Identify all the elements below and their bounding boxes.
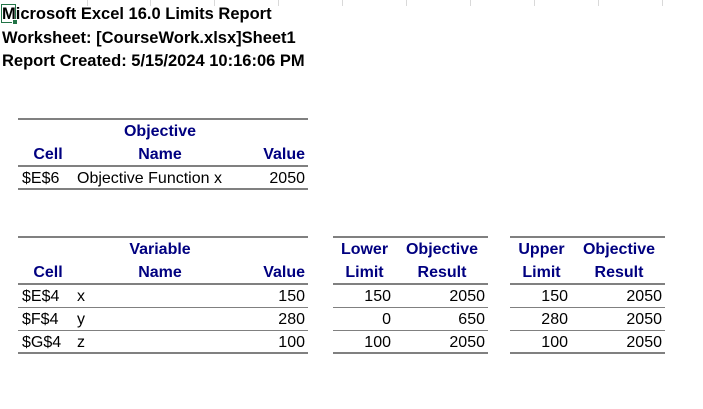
variable-row-value[interactable]: 100 <box>278 334 305 351</box>
variable-row-lower-limit[interactable]: 150 <box>364 288 391 305</box>
variable-row-name[interactable]: z <box>77 334 85 351</box>
row-divider <box>333 307 488 308</box>
variable-row-name[interactable]: x <box>77 288 85 305</box>
objective-row-value[interactable]: 2050 <box>269 170 305 187</box>
row-divider <box>333 330 488 331</box>
variable-row-cell[interactable]: $G$4 <box>22 334 62 351</box>
variable-name-header-top: Variable <box>129 241 191 258</box>
variable-name-header-bottom: Name <box>138 264 182 281</box>
objective-cell-header: Cell <box>33 146 63 163</box>
objective-name-header-top: Objective <box>123 123 197 140</box>
lower-limit-header-top: Lower <box>340 241 389 258</box>
worksheet-line: Worksheet: [CourseWork.xlsx]Sheet1 <box>2 29 296 47</box>
lower-section-header-rule <box>333 283 488 285</box>
upper-section-top-rule <box>510 236 665 238</box>
variable-row-cell[interactable]: $E$4 <box>22 288 60 305</box>
upper-limit-header-bottom: Limit <box>522 264 561 281</box>
objective-table-top-rule <box>18 118 308 120</box>
variable-value-header: Value <box>263 264 305 281</box>
report-title: Microsoft Excel 16.0 Limits Report <box>2 5 272 23</box>
objective-value-header: Value <box>263 146 305 163</box>
variable-row-lower-limit[interactable]: 100 <box>364 334 391 351</box>
variable-row-upper-limit[interactable]: 150 <box>541 288 568 305</box>
objective-name-header-bottom: Name <box>138 146 182 163</box>
objective-row-cell[interactable]: $E$6 <box>22 170 60 187</box>
variable-table-header-rule <box>18 283 308 285</box>
upper-section-header-rule <box>510 283 665 285</box>
lower-section-top-rule <box>333 236 488 238</box>
row-divider <box>510 307 665 308</box>
report-created-line: Report Created: 5/15/2024 10:16:06 PM <box>2 52 305 70</box>
upper-limit-header-top: Upper <box>518 241 565 258</box>
variable-row-lower-result[interactable]: 650 <box>458 311 485 328</box>
row-divider <box>18 307 308 308</box>
objective-table-header-rule <box>18 165 308 167</box>
variable-row-lower-result[interactable]: 2050 <box>449 288 485 305</box>
variable-row-lower-limit[interactable]: 0 <box>382 311 391 328</box>
column-gridlines <box>0 0 703 6</box>
lower-limit-header-bottom: Limit <box>345 264 384 281</box>
variable-cell-header: Cell <box>33 264 63 281</box>
upper-section-bottom-rule <box>510 352 665 354</box>
variable-row-upper-limit[interactable]: 280 <box>541 311 568 328</box>
lower-section-bottom-rule <box>333 352 488 354</box>
objective-row-name[interactable]: Objective Function x <box>77 170 222 187</box>
fill-handle[interactable] <box>12 19 18 25</box>
active-cell-cursor[interactable] <box>1 4 18 25</box>
row-divider <box>18 330 308 331</box>
variable-table-bottom-rule <box>18 352 308 354</box>
variable-row-upper-result[interactable]: 2050 <box>626 311 662 328</box>
variable-row-name[interactable]: y <box>77 311 85 328</box>
upper-objective-header-top: Objective <box>582 241 656 258</box>
variable-row-upper-limit[interactable]: 100 <box>541 334 568 351</box>
variable-row-value[interactable]: 280 <box>278 311 305 328</box>
lower-objective-header-bottom: Result <box>417 264 467 281</box>
variable-table-top-rule <box>18 236 308 238</box>
variable-row-lower-result[interactable]: 2050 <box>449 334 485 351</box>
lower-objective-header-top: Objective <box>405 241 479 258</box>
variable-row-value[interactable]: 150 <box>278 288 305 305</box>
selected-cell-text[interactable]: M <box>2 5 16 23</box>
row-divider <box>510 330 665 331</box>
variable-row-upper-result[interactable]: 2050 <box>626 334 662 351</box>
variable-row-cell[interactable]: $F$4 <box>22 311 59 328</box>
objective-table-bottom-rule <box>18 188 308 190</box>
upper-objective-header-bottom: Result <box>594 264 644 281</box>
variable-row-upper-result[interactable]: 2050 <box>626 288 662 305</box>
